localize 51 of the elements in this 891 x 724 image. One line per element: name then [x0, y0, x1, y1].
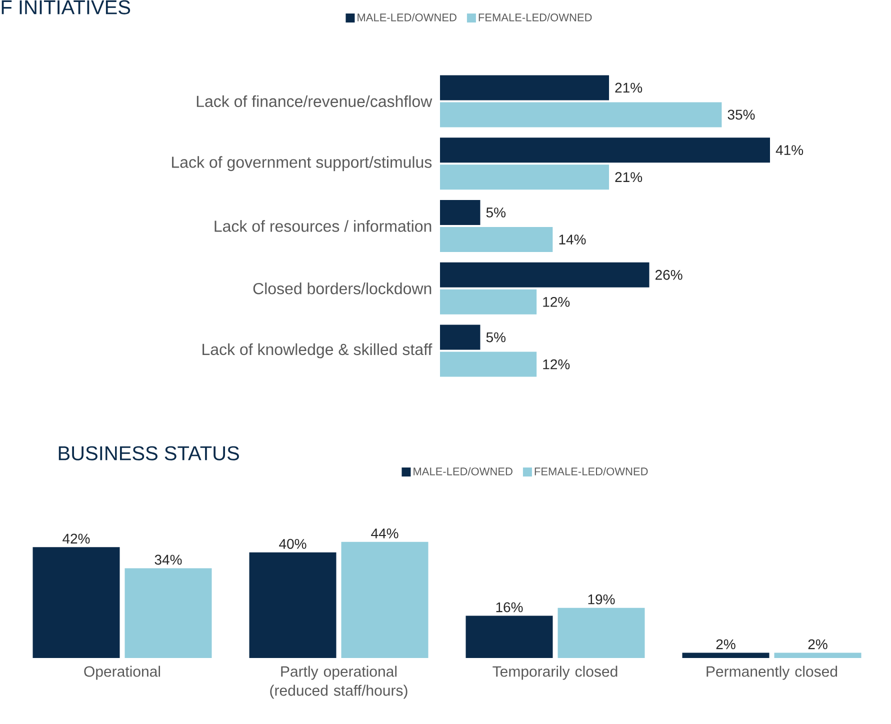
data-label: 2% — [808, 639, 828, 650]
bar — [440, 289, 537, 314]
bar — [440, 352, 537, 377]
data-label: 16% — [496, 602, 523, 612]
data-label: 40% — [279, 538, 306, 549]
data-label: 19% — [588, 594, 615, 604]
y-tick-label: Lack of finance/revenue/cashflow — [196, 95, 432, 108]
data-label: 5% — [486, 208, 506, 218]
data-label: 42% — [62, 534, 90, 544]
bar — [440, 262, 650, 288]
bar — [682, 652, 770, 658]
legend-label: MALE-LED/OWNED — [358, 13, 456, 22]
bar — [32, 547, 120, 658]
data-label: 12% — [543, 296, 570, 307]
bar — [440, 75, 610, 100]
bar — [124, 568, 212, 658]
x-tick-label: Temporarily closed — [492, 666, 618, 680]
data-label: 12% — [543, 359, 570, 370]
x-tick-label: Permanently closed — [706, 666, 838, 680]
data-label: 35% — [728, 110, 755, 120]
y-tick-label: Lack of resources / information — [214, 220, 432, 232]
bar — [440, 138, 770, 163]
data-label: 41% — [776, 145, 804, 155]
bar — [466, 616, 553, 658]
y-tick-label: Lack of government support/stimulus — [172, 156, 432, 172]
y-tick-label: Lack of knowledge & skilled staff — [202, 343, 432, 358]
legend-label: MALE-LED/OWNED — [414, 467, 512, 476]
bar — [774, 652, 862, 658]
data-label: 14% — [559, 234, 586, 244]
data-label: 2% — [716, 639, 736, 650]
x-tick-label: Partly operational (reduced staff/hours) — [270, 666, 408, 699]
data-label: 21% — [615, 172, 642, 182]
bar — [440, 164, 610, 190]
bar — [440, 102, 722, 128]
bar — [440, 200, 480, 226]
bar — [249, 552, 336, 658]
data-label: 26% — [656, 270, 682, 280]
x-tick-label: Operational — [84, 666, 160, 680]
bar — [440, 227, 553, 252]
bar — [341, 542, 428, 658]
chart-title: BUSINESS STATUS — [58, 446, 239, 460]
data-label: 44% — [371, 528, 398, 538]
legend-label: FEMALE-LED/OWNED — [478, 13, 592, 22]
bar — [558, 608, 645, 658]
text: F INITIATIVES — [2, 0, 130, 14]
data-label: 34% — [154, 554, 182, 565]
y-tick-label: Closed borders/lockdown — [253, 282, 432, 294]
data-label: 21% — [615, 82, 642, 93]
legend-label: FEMALE-LED/OWNED — [534, 467, 648, 476]
data-label: 5% — [486, 332, 506, 342]
bar — [440, 324, 480, 350]
